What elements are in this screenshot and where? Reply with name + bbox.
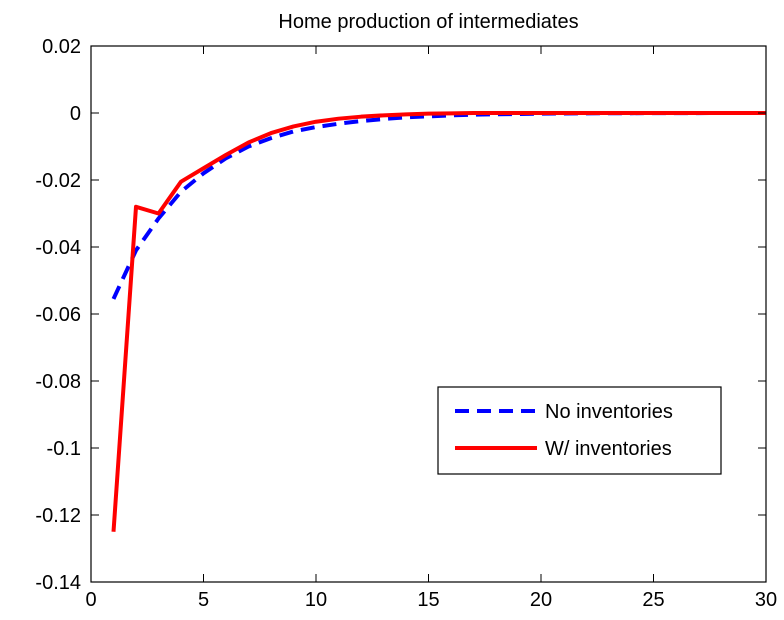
y-tick-label: -0.14 bbox=[35, 572, 81, 594]
axes: 0 5 10 15 20 25 30 0.02 0 -0.02 -0.04 -0.06 -0.08 -0.… bbox=[35, 36, 777, 611]
y-tick-label: -0.08 bbox=[35, 371, 81, 393]
y-tick-label: 0 bbox=[70, 103, 81, 125]
legend-label-2: W/ inventories bbox=[545, 438, 672, 460]
x-tick-label: 5 bbox=[198, 589, 209, 611]
y-tick-label: 0.02 bbox=[42, 36, 81, 58]
x-tick-label: 30 bbox=[755, 589, 777, 611]
y-tick-label: -0.1 bbox=[47, 438, 81, 460]
legend: No inventories W/ inventories bbox=[437, 386, 722, 475]
y-tick-label: -0.12 bbox=[35, 505, 81, 527]
legend-box bbox=[437, 386, 722, 475]
legend-label-1: No inventories bbox=[545, 401, 673, 423]
x-tick-label: 0 bbox=[85, 589, 96, 611]
y-tick-label: -0.06 bbox=[35, 304, 81, 326]
chart-title: Home production of intermediates bbox=[278, 11, 578, 33]
x-tick-label: 20 bbox=[530, 589, 552, 611]
x-tick-label: 15 bbox=[417, 589, 439, 611]
y-tick-label: -0.02 bbox=[35, 170, 81, 192]
y-tick-label: -0.04 bbox=[35, 237, 81, 259]
series-line-2 bbox=[111, 111, 766, 532]
plot-area bbox=[111, 111, 766, 532]
x-tick-label: 10 bbox=[305, 589, 327, 611]
x-tick-label: 25 bbox=[642, 589, 664, 611]
